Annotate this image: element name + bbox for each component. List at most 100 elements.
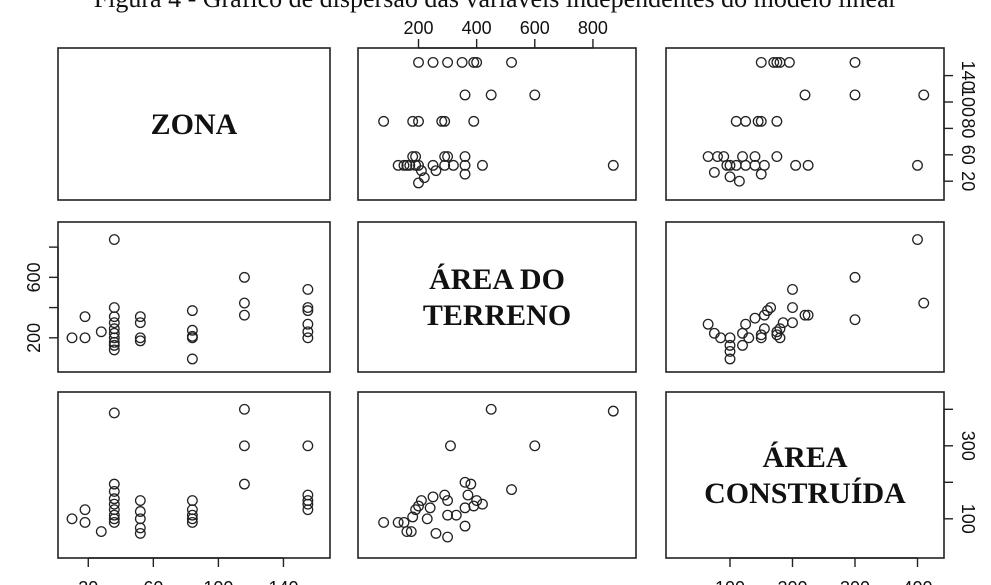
point-area_construida-vs-zona (740, 159, 752, 171)
point-area_terreno-vs-zona (436, 115, 448, 127)
point-area_construida-vs-zona (702, 151, 714, 163)
point-area_terreno-vs-zona (459, 168, 471, 180)
point-area_terreno-vs-area_construida (439, 489, 451, 501)
point-zona-vs-area_construida (79, 517, 91, 528)
axis-right-zona-tick-label: 60 (958, 145, 978, 165)
point-area_construida-vs-zona (790, 159, 802, 171)
point-area_construida-vs-area_terreno (777, 317, 789, 329)
point-zona-vs-area_construida (108, 517, 120, 528)
point-area_construida-vs-area_terreno (724, 353, 736, 365)
point-area_terreno-vs-zona (529, 89, 541, 101)
variable-label-area_construida: ÁREA (762, 441, 847, 474)
point-area_terreno-vs-zona (442, 56, 454, 68)
point-zona-vs-area_terreno (79, 311, 91, 323)
point-zona-vs-area_construida (302, 495, 314, 507)
point-area_construida-vs-area_terreno (724, 332, 736, 344)
point-zona-vs-area_terreno (302, 326, 314, 338)
point-area_terreno-vs-area_construida (442, 495, 454, 507)
axis-top-area-terreno-tick-label: 400 (462, 18, 492, 38)
point-zona-vs-area_terreno (238, 309, 250, 321)
point-area_terreno-vs-zona (413, 56, 424, 68)
point-area_terreno-vs-area_construida (405, 526, 417, 538)
point-zona-vs-area_terreno (79, 332, 91, 344)
point-area_terreno-vs-area_construida (459, 476, 471, 488)
point-area_construida-vs-zona (912, 159, 923, 171)
point-zona-vs-area_terreno (134, 311, 146, 323)
point-area_construida-vs-zona (849, 56, 861, 68)
point-area_construida-vs-zona (724, 171, 736, 183)
point-zona-vs-area_terreno (302, 283, 314, 295)
point-zona-vs-area_terreno (108, 339, 120, 351)
point-zona-vs-area_construida (108, 407, 120, 419)
point-area_terreno-vs-zona (427, 56, 439, 68)
point-area_terreno-vs-area_construida (459, 502, 471, 514)
point-area_terreno-vs-area_construida (506, 484, 517, 496)
point-area_construida-vs-zona (752, 115, 764, 127)
axis-bottom-zona-tick-label: 100 (203, 578, 233, 585)
point-zona-vs-area_terreno (108, 344, 120, 356)
point-area_terreno-vs-zona (459, 151, 471, 163)
point-area_terreno-vs-zona (439, 115, 451, 127)
point-area_terreno-vs-zona (415, 165, 427, 177)
point-zona-vs-area_terreno (66, 332, 78, 344)
data-points (66, 56, 930, 543)
point-area_terreno-vs-area_construida (398, 517, 410, 528)
point-area_construida-vs-area_terreno (724, 345, 736, 357)
point-area_construida-vs-area_terreno (787, 283, 798, 295)
point-area_terreno-vs-zona (439, 159, 451, 171)
point-area_construida-vs-area_terreno (740, 318, 752, 330)
point-area_terreno-vs-zona (477, 159, 488, 171)
point-area_terreno-vs-zona (413, 115, 424, 127)
point-zona-vs-area_construida (79, 504, 91, 516)
panel-0-1 (357, 47, 637, 201)
variable-label-area_construida: CONSTRUÍDA (704, 477, 906, 510)
point-area_terreno-vs-zona (468, 115, 480, 127)
point-area_terreno-vs-zona (398, 159, 410, 171)
point-area_construida-vs-zona (755, 168, 767, 180)
point-area_terreno-vs-area_construida (392, 517, 404, 528)
point-zona-vs-area_construida (238, 403, 250, 415)
point-area_construida-vs-zona (733, 175, 745, 187)
point-zona-vs-area_construida (186, 495, 198, 507)
panel-0-2 (665, 47, 945, 201)
point-area_terreno-vs-area_construida (424, 502, 436, 514)
point-area_terreno-vs-area_construida (442, 509, 454, 521)
point-zona-vs-area_terreno (186, 353, 198, 365)
point-area_construida-vs-area_terreno (743, 332, 755, 344)
point-area_terreno-vs-zona (459, 89, 471, 101)
axis-bottom-area-construida-tick-label: 200 (777, 578, 807, 585)
point-area_construida-vs-area_terreno (918, 297, 930, 309)
point-area_construida-vs-zona (708, 166, 720, 178)
point-area_construida-vs-zona (755, 115, 767, 127)
point-area_terreno-vs-area_construida (477, 498, 488, 510)
point-area_terreno-vs-area_construida (468, 500, 480, 512)
axis-top-area-terreno-tick-label: 600 (520, 18, 550, 38)
point-area_terreno-vs-zona (506, 56, 517, 68)
point-area_terreno-vs-area_construida (410, 504, 422, 516)
point-area_construida-vs-zona (918, 89, 930, 101)
point-area_terreno-vs-area_construida (485, 403, 497, 415)
point-area_terreno-vs-zona (439, 151, 451, 163)
point-area_construida-vs-area_terreno (787, 302, 798, 314)
point-zona-vs-area_terreno (108, 327, 120, 339)
point-area_terreno-vs-area_construida (413, 500, 424, 512)
variable-label-zona: ZONA (151, 108, 238, 141)
point-zona-vs-area_construida (302, 489, 314, 501)
point-zona-vs-area_construida (66, 513, 78, 525)
axis-right-zona-tick-label: 100 (958, 87, 978, 117)
point-area_terreno-vs-zona (427, 159, 439, 171)
point-zona-vs-area_construida (134, 522, 146, 534)
point-zona-vs-area_construida (134, 495, 146, 507)
panel-0-0 (57, 47, 331, 201)
point-area_construida-vs-area_terreno (737, 339, 748, 351)
point-zona-vs-area_terreno (238, 271, 250, 283)
point-area_terreno-vs-zona (404, 159, 416, 171)
axis-bottom-area-construida-tick-label: 100 (715, 578, 745, 585)
axis-bottom-zona-tick-label: 140 (268, 578, 298, 585)
point-area_construida-vs-zona (799, 89, 811, 101)
point-area_terreno-vs-area_construida (427, 491, 439, 503)
point-area_terreno-vs-area_construida (450, 509, 462, 521)
point-area_terreno-vs-area_construida (529, 440, 541, 452)
